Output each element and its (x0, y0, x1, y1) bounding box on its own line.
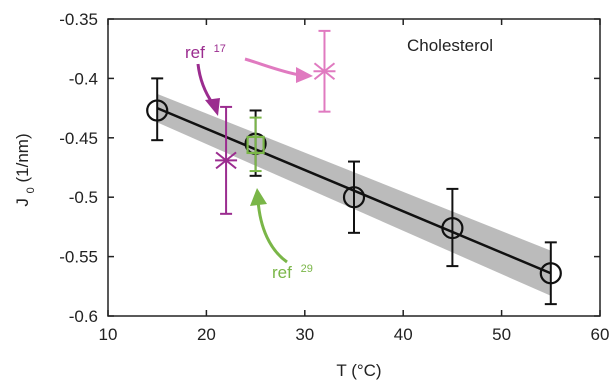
marker-circle (539, 262, 562, 285)
x-tick-label: 50 (492, 325, 511, 344)
annotation-ref-29-arrowhead (250, 188, 267, 206)
annotation-ref-17-arrowhead-pink (296, 67, 313, 83)
marker-square (246, 135, 265, 155)
data-point-s1-p0 (215, 105, 238, 215)
x-axis-label: T (°C) (336, 361, 381, 380)
plot-frame (107, 18, 601, 317)
y-tick-label: -0.35 (59, 10, 98, 29)
annotation-ref-29-sup: 29 (301, 263, 313, 275)
axes-layer: 10 20 30 40 50 60 -0.6 -0.55 -0.5 -0.45 -0.4 -0.35 (59, 10, 609, 344)
y-tick-label: -0.5 (69, 188, 98, 207)
y-tick-label: -0.55 (59, 248, 98, 267)
marker-circle (146, 99, 169, 122)
annotation-ref-29: ref 29 (250, 188, 313, 282)
x-tick-label: 20 (197, 325, 216, 344)
y-tick-label: -0.6 (69, 307, 98, 326)
annotation-ref-29-text: ref (272, 263, 292, 282)
data-point-s3-p0 (246, 116, 265, 173)
annotation-ref-29-arrow (256, 199, 288, 264)
y-axis-label-sub: 0 (25, 187, 37, 193)
data-point-s0-p3 (441, 187, 464, 268)
annotation-ref-17-label: ref 17 (185, 43, 226, 62)
data-point-s0-p2 (342, 160, 366, 234)
x-tick-label: 40 (394, 325, 413, 344)
annotation-ref-17-text: ref (185, 43, 205, 62)
y-axis-label-main: J (13, 198, 32, 207)
annotation-ref-17: ref 17 (185, 43, 313, 116)
y-tick-label: -0.4 (69, 69, 98, 88)
y-tick-label: -0.45 (59, 129, 98, 148)
annotation-ref-17-arrow (196, 63, 215, 105)
y-axis-label-unit: (1/nm) (13, 133, 32, 182)
data-points-layer (146, 29, 562, 306)
data-point-s0-p0 (146, 77, 169, 142)
marker-circle (441, 216, 464, 240)
x-tick-label: 30 (295, 325, 314, 344)
marker-circle (342, 186, 366, 209)
x-tick-label: 10 (99, 325, 118, 344)
inset-label: Cholesterol (407, 36, 493, 55)
data-point-s2-p0 (313, 29, 336, 113)
x-tick-label: 60 (591, 325, 610, 344)
annotation-ref-29-label: ref 29 (272, 263, 313, 282)
annotation-ref-17-arrowhead (205, 98, 220, 116)
y-axis-label: J 0 (1/nm) (13, 133, 37, 206)
annotation-ref-17-sup: 17 (214, 43, 226, 55)
data-point-s0-p4 (539, 241, 562, 306)
annotation-ref-17-arrow-pink (244, 57, 301, 77)
